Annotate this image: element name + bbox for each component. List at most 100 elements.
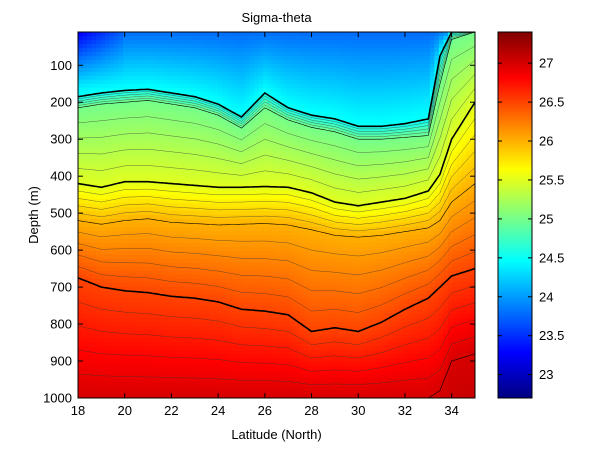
heatmap-cell [87,207,93,212]
heatmap-cell [78,195,84,200]
heatmap-cell [114,99,120,105]
heatmap-cell [163,390,169,395]
heatmap-cell [114,310,120,316]
heatmap-cell [281,159,287,164]
heatmap-cell [159,79,165,85]
heatmap-cell [294,43,300,49]
heatmap-cell [168,107,174,113]
heatmap-cell [317,350,323,355]
heatmap-cell [190,91,196,97]
heatmap-cell [136,139,142,144]
heatmap-cell [267,326,273,331]
heatmap-cell [312,394,318,398]
heatmap-cell [172,226,178,232]
heatmap-cell [199,32,205,37]
heatmap-cell [321,35,327,41]
heatmap-cell [249,71,255,77]
heatmap-cell [312,242,318,248]
heatmap-cell [267,254,273,260]
heatmap-cell [231,330,237,335]
heatmap-cell [262,55,269,61]
heatmap-cell [271,262,278,268]
heatmap-cell [181,314,187,320]
heatmap-cell [136,191,142,196]
heatmap-cell [271,238,278,244]
heatmap-cell [222,39,228,45]
heatmap-cell [123,191,129,196]
heatmap-cell [186,342,192,347]
heatmap-cell [240,290,246,296]
heatmap-cell [78,163,84,168]
heatmap-cell [222,242,228,248]
heatmap-cell [285,187,291,192]
heatmap-cell [100,282,106,288]
heatmap-cell [294,59,300,65]
heatmap-cell [249,51,255,57]
heatmap-cell [299,211,305,216]
heatmap-cell [87,35,93,41]
heatmap-cell [231,362,237,367]
heatmap-cell [159,386,165,391]
heatmap-cell [276,302,282,308]
heatmap-cell [235,55,242,61]
heatmap-cell [285,151,291,156]
heatmap-cell [258,250,264,256]
heatmap-cell [132,115,138,121]
heatmap-cell [199,306,205,312]
heatmap-cell [235,390,242,395]
heatmap-cell [262,226,269,232]
heatmap-cell [226,266,232,272]
heatmap-cell [114,135,120,141]
heatmap-cell [190,79,196,85]
heatmap-cell [253,175,260,180]
heatmap-cell [312,266,318,272]
heatmap-cell [317,338,323,343]
heatmap-cell [317,242,323,248]
heatmap-cell [249,370,255,375]
heatmap-cell [199,342,205,347]
heatmap-cell [172,147,178,152]
heatmap-cell [141,79,147,85]
heatmap-cell [199,115,205,121]
heatmap-cell [262,119,269,125]
heatmap-cell [222,262,228,268]
heatmap-cell [132,374,138,379]
heatmap-cell [109,211,115,216]
heatmap-cell [290,382,296,387]
heatmap-cell [127,378,133,383]
heatmap-cell [172,63,178,69]
heatmap-cell [249,179,255,184]
heatmap-cell [303,246,309,252]
heatmap-cell [82,131,88,137]
heatmap-cell [181,254,187,260]
heatmap-cell [91,238,97,244]
heatmap-cell [100,290,106,296]
heatmap-cell [317,386,323,391]
heatmap-cell [294,390,300,395]
heatmap-cell [109,382,115,387]
heatmap-cell [244,47,251,53]
heatmap-cell [235,103,242,109]
heatmap-cell [262,270,269,276]
heatmap-cell [285,262,291,268]
heatmap-cell [235,183,242,188]
heatmap-cell [172,362,178,367]
heatmap-cell [100,230,106,236]
heatmap-cell [276,163,282,168]
heatmap-cell [226,242,232,248]
heatmap-cell [145,390,151,395]
heatmap-cell [235,246,242,252]
heatmap-cell [253,139,260,144]
heatmap-cell [82,215,88,220]
heatmap-cell [82,386,88,391]
heatmap-cell [177,306,183,312]
heatmap-cell [299,87,305,93]
heatmap-cell [276,218,282,224]
heatmap-cell [127,334,133,339]
heatmap-cell [281,346,287,351]
heatmap-cell [217,187,223,192]
heatmap-cell [82,207,88,212]
heatmap-cell [186,123,192,129]
heatmap-cell [96,250,102,256]
heatmap-cell [114,195,120,200]
